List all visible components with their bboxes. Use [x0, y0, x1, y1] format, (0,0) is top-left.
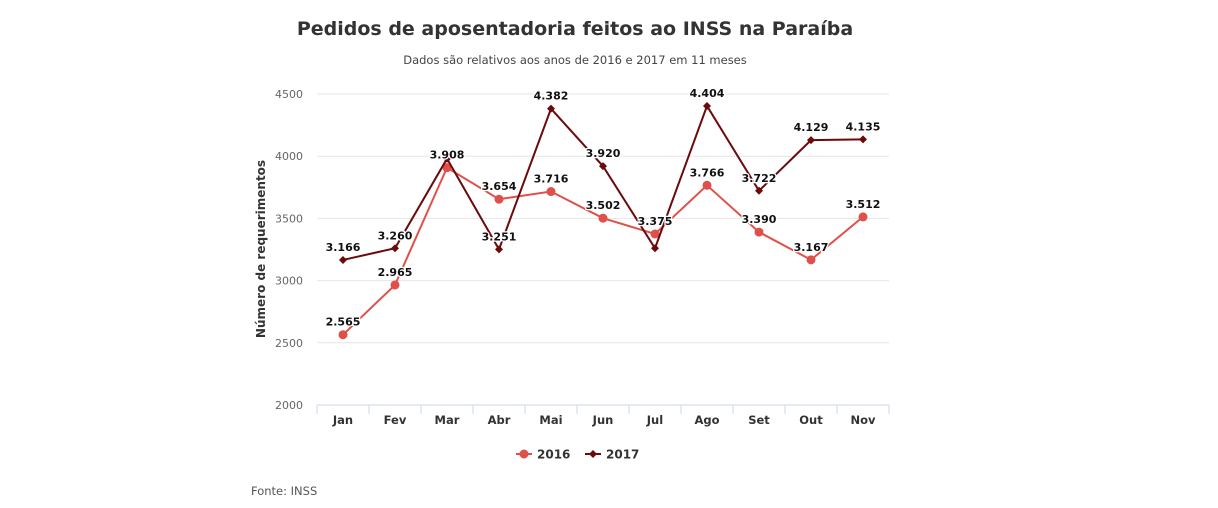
data-label-2016: 2.565 [326, 316, 361, 329]
data-point-2016 [650, 229, 660, 239]
data-label-2016: 3.375 [638, 215, 673, 228]
data-label-2016: 3.908 [430, 149, 465, 162]
data-label-2016: 3.512 [846, 198, 881, 211]
x-tick-label: Out [799, 413, 823, 427]
data-point-2017 [443, 154, 451, 163]
y-tick-label: 3500 [275, 212, 303, 225]
y-axis-label: Número de requerimentos [254, 160, 268, 338]
data-label-2016: 2.965 [378, 266, 413, 279]
data-label-2016: 3.390 [742, 213, 777, 226]
y-tick-label: 2000 [275, 399, 303, 412]
legend-marker-2017 [589, 450, 597, 458]
legend: 2016 2017 [516, 448, 639, 462]
x-tick-label: Jun [592, 413, 614, 427]
data-label-2017: 3.920 [586, 147, 621, 160]
data-point-2017 [495, 245, 503, 254]
data-point-2017 [859, 135, 867, 144]
data-labels: 2.565 2.965 3.908 3.654 3.716 3.502 3.375 3.766… [324, 86, 881, 330]
x-tick-label: Mai [539, 413, 562, 427]
data-label-2016: 3.654 [482, 180, 517, 193]
data-label-2017: 4.382 [534, 90, 569, 103]
data-label-2016: 3.502 [586, 199, 621, 212]
y-tick-label: 3000 [275, 275, 303, 288]
data-label-2017: 3.166 [326, 241, 361, 254]
legend-label-2017[interactable]: 2017 [606, 448, 639, 462]
data-point-2016 [338, 330, 348, 340]
data-label-2017: 4.135 [846, 120, 881, 133]
x-axis: Jan Fev Mar Abr Mai Jun Jul Ago Set Out Nov [316, 404, 890, 427]
x-tick-label: Ago [694, 413, 719, 427]
data-point-2016 [702, 180, 712, 190]
series-line-2017 [342, 103, 864, 261]
x-tick-label: Nov [850, 413, 876, 427]
data-point-2017 [547, 104, 555, 113]
data-point-2017 [651, 244, 659, 253]
data-point-2017 [755, 186, 763, 195]
series-lines [338, 101, 868, 340]
data-point-2017 [599, 162, 607, 171]
data-point-2016 [806, 255, 816, 265]
data-label-2016: 3.716 [534, 173, 569, 186]
x-tick-label: Mar [435, 413, 460, 427]
data-point-2016 [494, 194, 504, 204]
data-point-2016 [598, 213, 608, 223]
x-tick-label: Abr [488, 413, 511, 427]
data-point-2016 [390, 280, 400, 290]
data-point-2016 [442, 163, 452, 173]
source-note: Fonte: INSS [251, 484, 318, 498]
legend-marker-2016 [519, 449, 529, 459]
data-label-2017: 3.260 [378, 229, 413, 242]
data-label-2016: 3.167 [794, 241, 829, 254]
data-label-2016: 3.766 [690, 166, 725, 179]
chart-title: Pedidos de aposentadoria feitos ao INSS … [296, 18, 854, 40]
data-point-2017 [703, 101, 711, 110]
data-point-2016 [754, 227, 764, 237]
legend-label-2016[interactable]: 2016 [537, 448, 570, 462]
x-tick-label: Set [748, 413, 770, 427]
data-point-2017 [339, 255, 347, 264]
data-label-2017: 3.251 [482, 230, 517, 243]
x-tick-label: Fev [384, 413, 407, 427]
y-tick-label: 4500 [275, 88, 303, 101]
data-point-2017 [807, 136, 815, 145]
x-tick-label: Jul [646, 413, 663, 427]
data-label-2017: 4.129 [794, 121, 829, 134]
data-label-2017: 4.404 [690, 87, 725, 100]
data-label-2017: 3.722 [742, 172, 777, 185]
data-point-2017 [391, 244, 399, 253]
y-axis-ticks: 2000 2500 3000 3500 4000 4500 [275, 88, 303, 412]
series-line-2016 [342, 166, 864, 336]
y-tick-label: 4000 [275, 150, 303, 163]
y-tick-label: 2500 [275, 337, 303, 350]
chart-subtitle: Dados são relativos aos anos de 2016 e 2… [403, 53, 747, 67]
data-point-2016 [546, 187, 556, 197]
data-point-2016 [858, 212, 868, 222]
x-tick-label: Jan [332, 413, 353, 427]
